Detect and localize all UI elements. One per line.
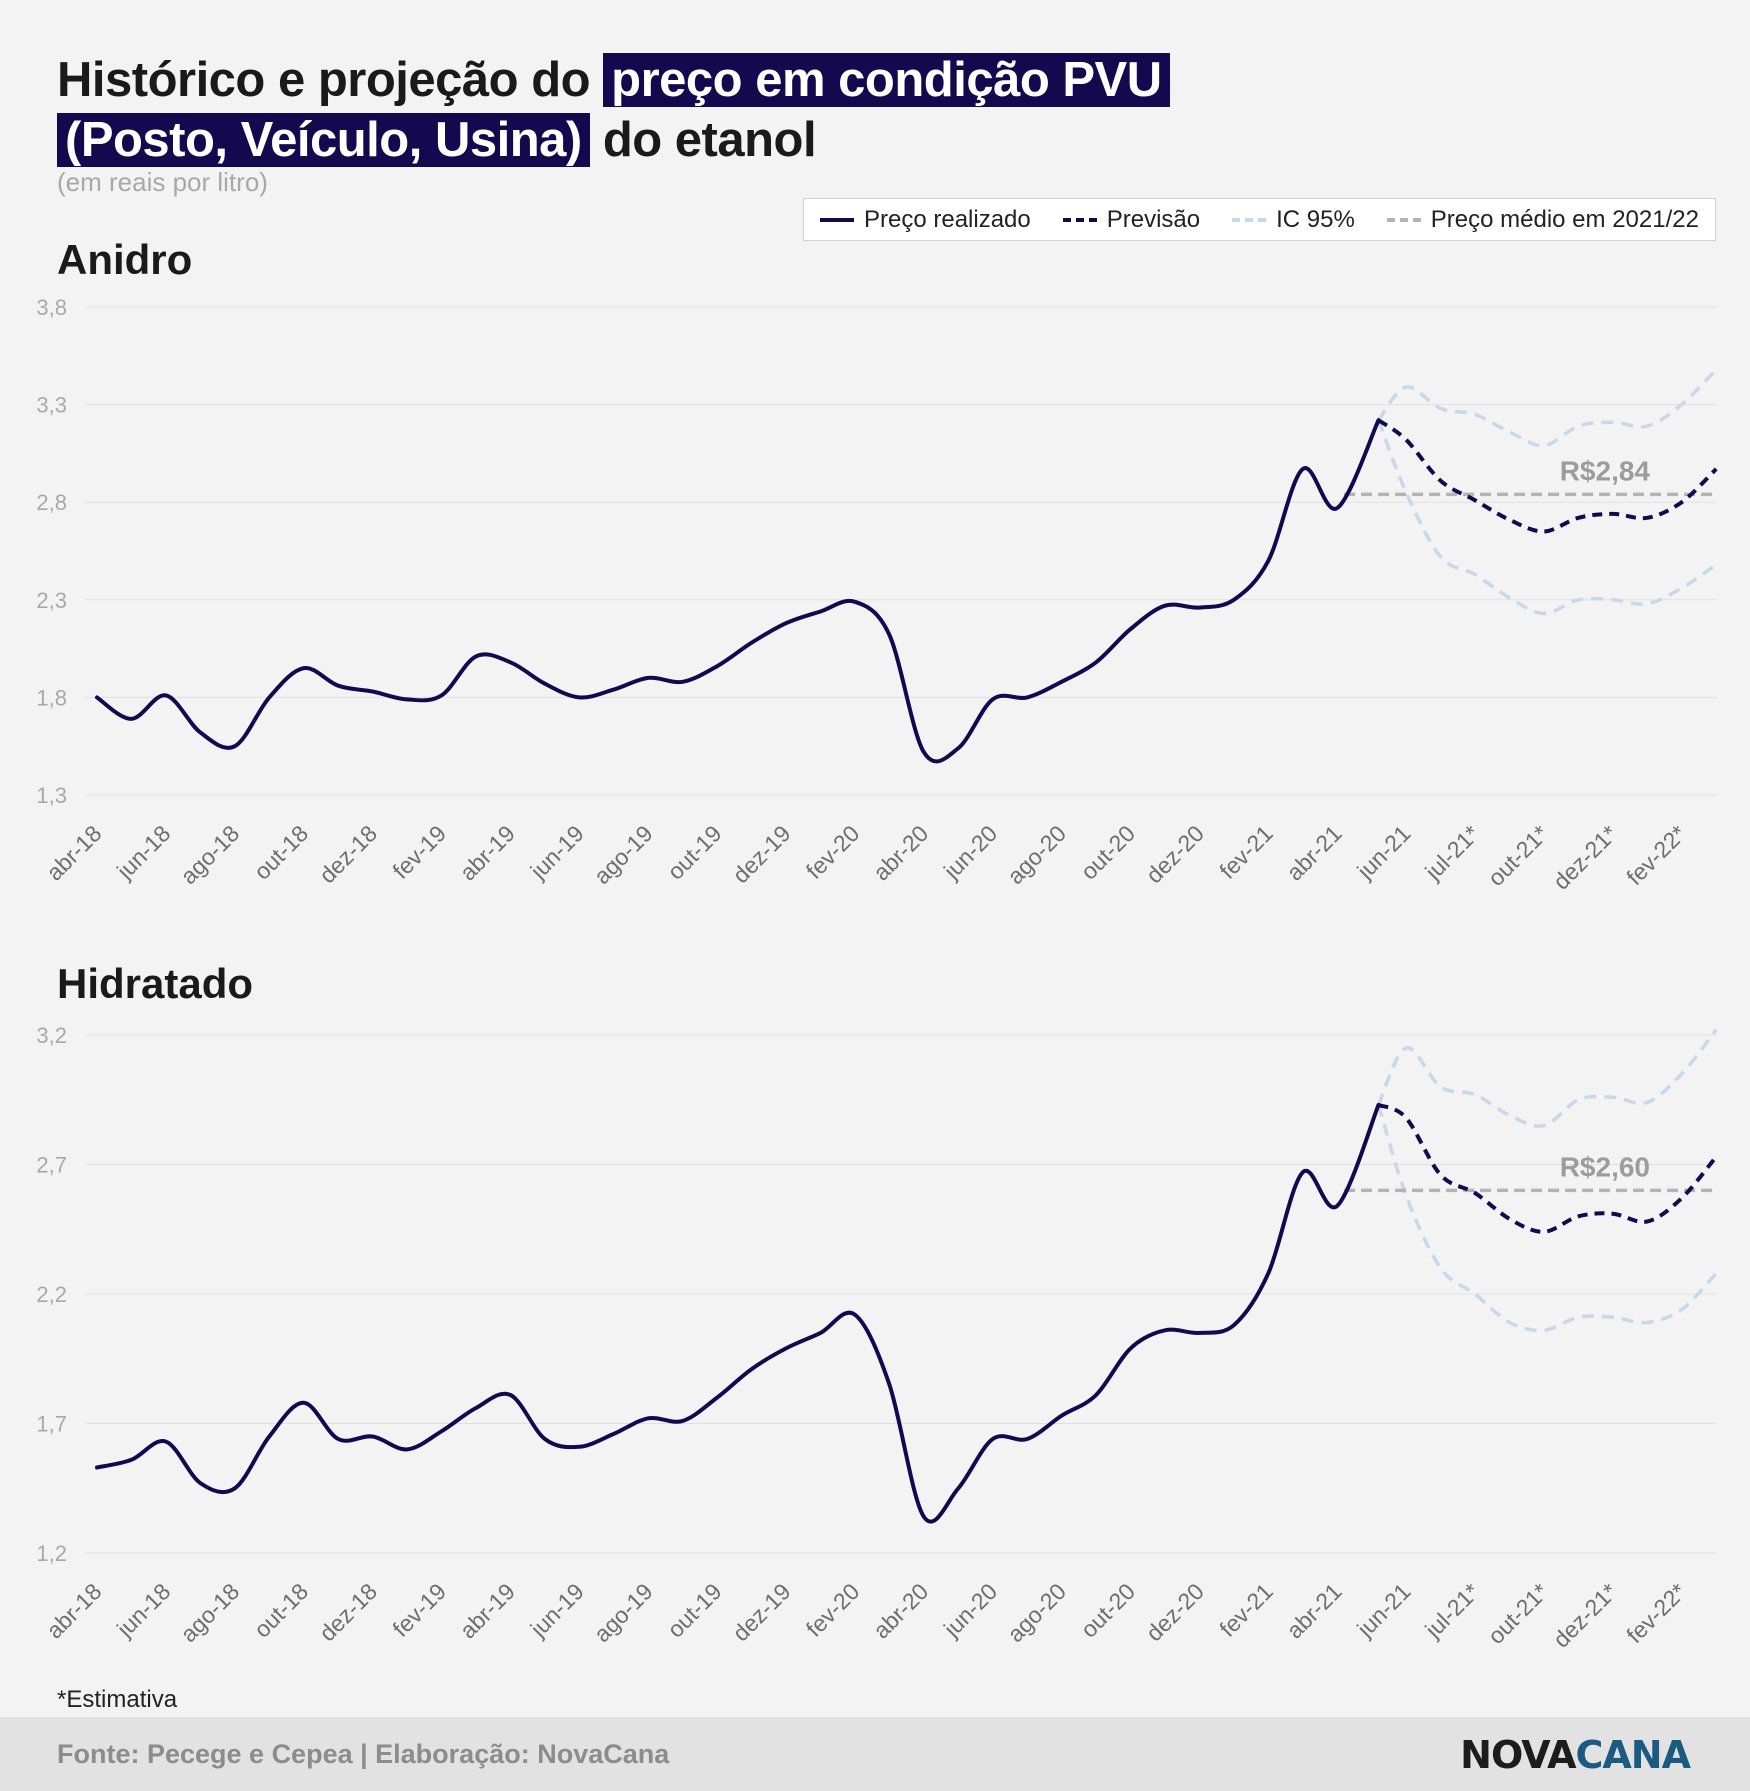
- realized-price-line: [95, 1102, 1381, 1524]
- x-tick-label: out-20: [1076, 820, 1141, 885]
- x-tick-label: fev-22*: [1621, 1578, 1691, 1648]
- legend-item-realizado: Preço realizado: [819, 205, 1031, 234]
- x-tick-label: jun-20: [938, 820, 1002, 884]
- panel-title-hidratado: Hidratado: [57, 960, 254, 1007]
- y-tick-label: 1,2: [36, 1541, 67, 1566]
- x-tick-label: dez-20: [1141, 1578, 1209, 1646]
- legend-swatch-media: [1386, 217, 1421, 222]
- title-part1: Histórico e projeção do: [57, 53, 604, 107]
- x-tick-label: out-18: [249, 820, 314, 885]
- legend-item-ic: IC 95%: [1232, 206, 1355, 234]
- x-tick-label: dez-19: [727, 820, 795, 888]
- x-tick-label: jun-19: [525, 820, 589, 884]
- legend: Preço realizado Previsão IC 95% Preço mé…: [803, 198, 1716, 241]
- x-tick-label: out-21*: [1483, 820, 1554, 891]
- legend-label-previsao: Previsão: [1106, 205, 1201, 233]
- title-highlight-1: preço em condição PVU: [603, 53, 1170, 107]
- legend-item-previsao: Previsão: [1062, 205, 1201, 234]
- x-tick-label: abr-18: [41, 1578, 106, 1643]
- footer: Fonte: Pecege e Cepea | Elaboração: Nova…: [0, 1717, 1750, 1791]
- x-tick-label: out-19: [662, 820, 727, 885]
- x-tick-label: abr-20: [868, 1578, 933, 1643]
- x-tick-label: fev-20: [801, 820, 865, 884]
- ci-upper-line: [1377, 368, 1718, 448]
- y-tick-label: 2,2: [36, 1282, 67, 1307]
- x-tick-label: dez-19: [727, 1578, 795, 1646]
- legend-swatch-realizado: [819, 217, 854, 222]
- x-tick-label: fev-19: [387, 820, 451, 884]
- x-tick-label: jun-18: [111, 1578, 175, 1642]
- ci-lower-line: [1376, 419, 1718, 616]
- panel-title-anidro: Anidro: [57, 236, 193, 283]
- x-tick-label: jun-21: [1351, 1578, 1415, 1642]
- x-tick-label: fev-21: [1214, 820, 1278, 884]
- x-tick-label: out-19: [662, 1578, 727, 1643]
- legend-label-realizado: Preço realizado: [863, 205, 1031, 233]
- x-tick-label: abr-19: [455, 1578, 520, 1643]
- x-tick-label: dez-21*: [1548, 1578, 1622, 1652]
- x-tick-label: out-21*: [1483, 1578, 1554, 1649]
- y-tick-label: 2,7: [36, 1153, 67, 1178]
- x-tick-label: ago-18: [175, 820, 244, 889]
- x-tick-label: dez-18: [314, 820, 382, 888]
- y-tick-label: 1,3: [36, 783, 67, 808]
- ci-upper-line: [1376, 1028, 1718, 1128]
- x-tick-label: ago-19: [589, 1578, 658, 1647]
- chart-subtitle: (em reais por litro): [57, 167, 268, 197]
- y-tick-label: 2,3: [36, 588, 67, 613]
- x-tick-label: fev-21: [1214, 1578, 1278, 1642]
- legend-swatch-ic: [1232, 217, 1267, 222]
- y-tick-label: 3,3: [36, 393, 67, 418]
- forecast-line: [1377, 418, 1718, 534]
- x-tick-label: abr-19: [455, 820, 520, 885]
- x-tick-label: dez-20: [1141, 820, 1209, 888]
- mean-price-label: R$2,84: [1560, 455, 1651, 486]
- legend-swatch-previsao: [1062, 217, 1097, 222]
- x-tick-label: jun-18: [111, 820, 175, 884]
- x-tick-label: out-18: [249, 1578, 314, 1643]
- novacana-logo: NOVACANA: [1460, 1733, 1691, 1777]
- ci-lower-line: [1376, 1104, 1718, 1333]
- legend-label-media: Preço médio em 2021/22: [1430, 205, 1699, 233]
- legend-label-ic: IC 95%: [1276, 205, 1355, 233]
- x-tick-label: ago-20: [1002, 1578, 1071, 1647]
- source-text: Fonte: Pecege e Cepea | Elaboração: Nova…: [57, 1739, 670, 1769]
- title-highlight-2: (Posto, Veículo, Usina): [57, 113, 590, 167]
- x-tick-label: fev-20: [801, 1578, 865, 1642]
- x-tick-label: abr-18: [41, 820, 106, 885]
- x-tick-label: dez-21*: [1548, 820, 1622, 894]
- x-tick-label: dez-18: [314, 1578, 382, 1646]
- x-tick-label: jun-20: [938, 1578, 1002, 1642]
- x-tick-label: ago-20: [1002, 820, 1071, 889]
- x-tick-label: fev-22*: [1621, 820, 1691, 890]
- x-tick-label: jun-19: [525, 1578, 589, 1642]
- y-tick-label: 3,8: [36, 295, 67, 320]
- x-tick-label: jun-21: [1351, 820, 1415, 884]
- x-tick-label: jul-21*: [1419, 1578, 1484, 1643]
- footnote: *Estimativa: [57, 1686, 178, 1713]
- y-tick-label: 1,7: [36, 1412, 67, 1437]
- x-tick-label: ago-19: [589, 820, 658, 889]
- x-tick-label: out-20: [1076, 1578, 1141, 1643]
- x-tick-label: jul-21*: [1419, 820, 1484, 885]
- forecast-line: [1377, 1103, 1718, 1234]
- realized-price-line: [95, 418, 1381, 764]
- y-tick-label: 1,8: [36, 685, 67, 710]
- y-tick-label: 2,8: [36, 490, 67, 515]
- y-tick-label: 3,2: [36, 1023, 67, 1048]
- x-tick-label: fev-19: [387, 1578, 451, 1642]
- x-tick-label: ago-18: [175, 1578, 244, 1647]
- chart-title: Histórico e projeção do preço em condiçã…: [57, 50, 1170, 170]
- mean-price-label: R$2,60: [1560, 1151, 1650, 1182]
- x-tick-label: abr-21: [1281, 1578, 1346, 1643]
- legend-item-media: Preço médio em 2021/22: [1386, 205, 1699, 234]
- x-tick-label: abr-21: [1281, 820, 1346, 885]
- x-tick-label: abr-20: [868, 820, 933, 885]
- title-part2: do etanol: [589, 113, 817, 167]
